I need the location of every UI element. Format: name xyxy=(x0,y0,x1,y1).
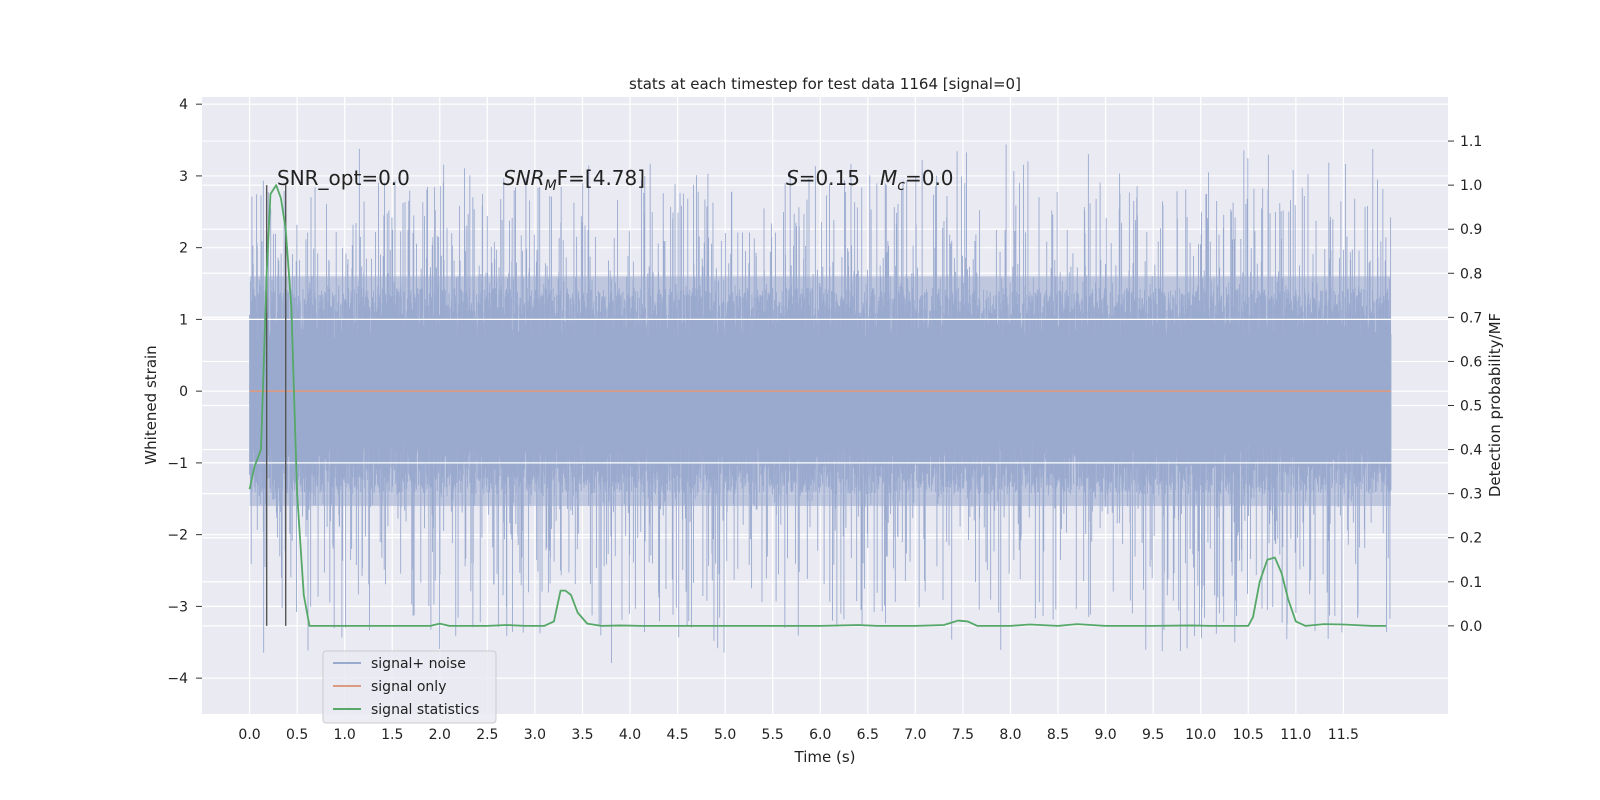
y-tick-label-left: −4 xyxy=(167,671,188,687)
x-tick-label: 6.0 xyxy=(809,727,831,743)
y-tick-label-right: 0.3 xyxy=(1460,487,1482,503)
y-tick-label-left: −2 xyxy=(167,528,188,544)
x-tick-label: 8.5 xyxy=(1047,727,1069,743)
x-tick-label: 3.0 xyxy=(524,727,546,743)
y-axis-label-left: Whitened strain xyxy=(142,345,160,464)
y-tick-label-right: 0.5 xyxy=(1460,399,1482,415)
x-tick-label: 2.5 xyxy=(476,727,498,743)
x-tick-label: 9.0 xyxy=(1094,727,1116,743)
legend-label-signal-statistics: signal statistics xyxy=(371,702,479,718)
x-tick-label: 1.5 xyxy=(381,727,403,743)
x-tick-label: 10.0 xyxy=(1185,727,1216,743)
x-tick-label: 7.5 xyxy=(952,727,974,743)
y-tick-label-right: 0.7 xyxy=(1460,310,1482,326)
x-axis-label: Time (s) xyxy=(794,748,856,766)
annotation-mc: Mc=0.0 xyxy=(880,166,954,194)
x-tick-label: 1.0 xyxy=(334,727,356,743)
tick-labels: 0.0 0.5 1.0 1.5 2.0 2.5 3.0 3.5 4.0 4.5 5.0 5.5 6.0 6… xyxy=(167,97,1482,743)
x-tick-label: 0.0 xyxy=(238,727,260,743)
annotation-s: S=0.15 xyxy=(786,166,860,190)
x-tick-label: 2.0 xyxy=(429,727,451,743)
chart-title: stats at each timestep for test data 116… xyxy=(629,75,1021,93)
x-tick-label: 10.5 xyxy=(1233,727,1264,743)
y-tick-label-right: 0.2 xyxy=(1460,531,1482,547)
x-tick-label: 5.5 xyxy=(762,727,784,743)
y-tick-label-left: 1 xyxy=(179,312,188,328)
y-tick-label-right: 0.8 xyxy=(1460,266,1482,282)
x-tick-label: 9.5 xyxy=(1142,727,1164,743)
y-tick-label-right: 1.1 xyxy=(1460,134,1482,150)
legend-label-signal-noise: signal+ noise xyxy=(371,656,466,672)
y-tick-label-right: 0.0 xyxy=(1460,619,1482,635)
legend-label-signal-only: signal only xyxy=(371,679,446,695)
y-tick-label-left: 2 xyxy=(179,241,188,257)
series-signal-statistics xyxy=(248,184,1387,627)
annotation-snr-opt: SNR_opt=0.0 xyxy=(277,166,410,190)
y-tick-label-right: 1.0 xyxy=(1460,178,1482,194)
y-tick-label-right: 0.9 xyxy=(1460,222,1482,238)
x-tick-label: 6.5 xyxy=(857,727,879,743)
x-tick-label: 11.0 xyxy=(1280,727,1311,743)
y-tick-label-left: −1 xyxy=(167,456,188,472)
y-tick-label-left: −3 xyxy=(167,599,188,615)
y-tick-label-right: 0.4 xyxy=(1460,443,1482,459)
x-tick-label: 4.5 xyxy=(666,727,688,743)
y-axis-label-right: Detection probability/MF xyxy=(1486,313,1504,497)
x-tick-label: 8.0 xyxy=(999,727,1021,743)
y-tick-label-left: 3 xyxy=(179,169,188,185)
x-tick-label: 7.0 xyxy=(904,727,926,743)
x-tick-label: 11.5 xyxy=(1328,727,1359,743)
legend-box xyxy=(322,650,497,724)
x-tick-label: 4.0 xyxy=(619,727,641,743)
y-tick-label-left: 4 xyxy=(179,97,188,113)
y-tick-label-right: 0.6 xyxy=(1460,354,1482,370)
legend: signal+ noise signal only signal statist… xyxy=(322,650,497,724)
y-tick-label-left: 0 xyxy=(179,384,188,400)
x-tick-label: 5.0 xyxy=(714,727,736,743)
x-tick-label: 0.5 xyxy=(286,727,308,743)
series-layer xyxy=(202,144,1448,663)
x-tick-label: 3.5 xyxy=(571,727,593,743)
annotation-snr-mf: SNRMF=[4.78] xyxy=(503,166,645,194)
y-tick-label-right: 0.1 xyxy=(1460,575,1482,591)
